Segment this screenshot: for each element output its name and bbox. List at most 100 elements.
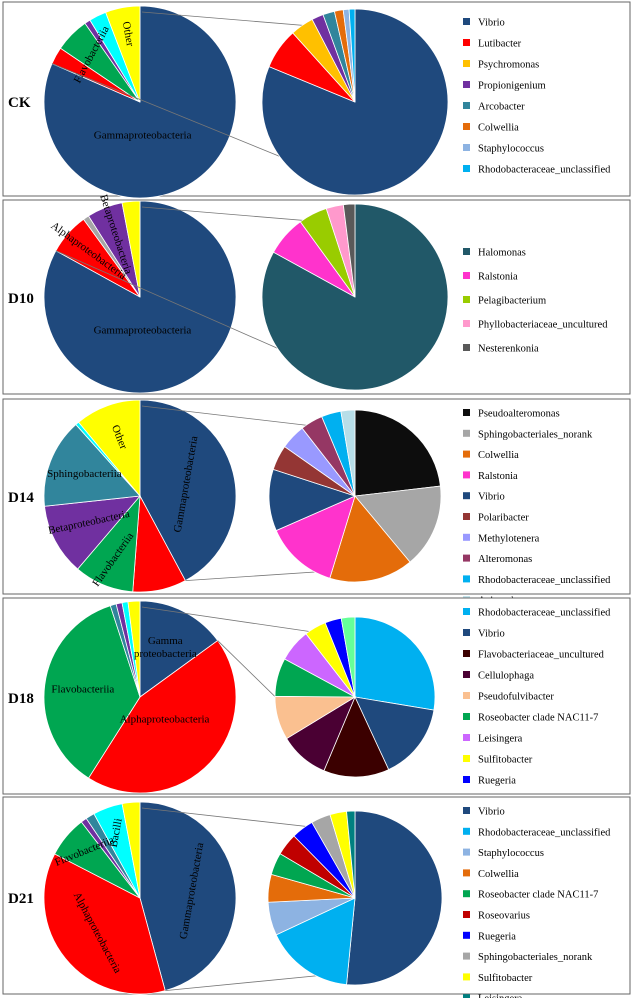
legend: Halomonas Ralstonia Pelagibacterium Phyllob… (463, 248, 608, 355)
outer-label-flavobacteriia: Flavobacteriia (51, 683, 114, 695)
connector-bottom (165, 972, 346, 992)
legend-entry-colwellia: Colwellia (478, 450, 519, 461)
legend-swatch (463, 272, 470, 279)
legend-swatch (463, 776, 470, 783)
legend-entry-psychromonas: Psychromonas (478, 60, 539, 71)
legend-entry-arcobacter: Arcobacter (478, 102, 525, 113)
outer-slice-flavobacteriia (43, 605, 141, 779)
legend-swatch (463, 513, 470, 520)
detail-slice-vibrio (354, 696, 435, 771)
detail-slice-flavobacteriaceae-uncultured (323, 696, 390, 778)
legend-swatch (463, 973, 470, 981)
legend-swatch (463, 60, 470, 67)
panel-d21: D21 GammaproteobacteriaAlphaproteobacteri… (2, 796, 631, 998)
detail-slice-roseovarius (340, 616, 356, 698)
legend-entry-vibrio: Vibrio (478, 18, 505, 29)
legend-entry-rhodobacteraceae-unclassified: Rhodobacteraceae_unclassified (478, 165, 611, 176)
legend-swatch (463, 911, 470, 918)
outer-slice-gammaproteobacteria (43, 5, 237, 199)
detail-slice-rhodobacteraceae-unclassified (275, 897, 356, 986)
legend-swatch (463, 450, 470, 458)
outer-label-sphingobacteriia: Sphingobacteriia (47, 468, 122, 480)
legend-entry-propionigenium: Propionigenium (478, 81, 546, 92)
legend-entry-sphingobacteriales-norank: Sphingobacteriales_norank (478, 952, 593, 963)
legend-swatch (463, 18, 470, 25)
legend-swatch (463, 248, 470, 255)
detail-slice-leisingera (346, 810, 356, 899)
panel-label: CK (8, 95, 31, 111)
legend-swatch (463, 650, 470, 657)
legend-entry-pelagibacterium: Pelagibacterium (478, 296, 546, 307)
legend-swatch (463, 554, 470, 562)
legend: Vibrio Lutibacter Psychromonas Propionigeni… (463, 18, 611, 176)
detail-slice-rhodobacteraceae-unclassified (354, 616, 436, 711)
detail-slice-rhodobacteraceae-unclassified (348, 8, 356, 103)
outer-slice-gamma-proteobacteria (139, 600, 219, 698)
legend-entry-roseobacter-clade-nac11-7: Roseobacter clade NAC11-7 (478, 890, 598, 901)
detail-slice-vibrio (268, 468, 357, 532)
legend-entry-vibrio: Vibrio (478, 629, 505, 640)
label-line: proteobacteria (134, 648, 197, 660)
legend-swatch (463, 39, 470, 46)
legend-swatch (463, 827, 470, 835)
legend-swatch (463, 471, 470, 479)
legend-swatch (463, 533, 470, 541)
legend-swatch (463, 320, 470, 327)
legend-entry-pseudofulvibacter: Pseudofulvibacter (478, 692, 554, 703)
legend-entry-pseudoalteromonas: Pseudoalteromonas (478, 409, 560, 420)
outer-slice-unlabeled-4 (121, 200, 141, 298)
legend-entry-nesterenkonia: Nesterenkonia (478, 344, 539, 355)
legend-entry-roseobacter-clade-nac11-7: Roseobacter clade NAC11-7 (478, 713, 598, 724)
legend-swatch (463, 755, 470, 762)
detail-slice-nesterenkonia (342, 203, 356, 298)
legend-swatch (463, 931, 470, 939)
legend-swatch (463, 608, 470, 615)
outer-label-gamma-proteobacteria: Gamma proteobacteria (134, 634, 197, 659)
legend-swatch (463, 575, 470, 583)
legend-swatch (463, 671, 470, 678)
legend-entry-leisingera: Leisingera (478, 734, 523, 745)
legend-swatch (463, 409, 470, 416)
legend-swatch (463, 848, 470, 856)
outer-label-other: Other (120, 21, 136, 48)
legend-swatch (463, 165, 470, 172)
legend-entry-ralstonia: Ralstonia (478, 272, 518, 283)
legend-entry-ruegeria: Ruegeria (478, 776, 516, 787)
outer-slice-gammaproteobacteria (139, 801, 237, 992)
legend-swatch (463, 81, 470, 88)
legend-entry-ralstonia: Ralstonia (478, 471, 518, 482)
outer-slice-betaproteobacteria (44, 495, 141, 570)
detail-slice-sphingobacteriales-norank (354, 485, 442, 563)
legend-entry-rhodobacteraceae-unclassified: Rhodobacteraceae_unclassified (478, 575, 611, 586)
legend-entry-alteromonas: Alteromonas (478, 554, 532, 565)
legend: Vibrio Rhodobacteraceae_unclassified Staph… (463, 807, 611, 998)
legend-entry-leisingera: Leisingera (478, 994, 523, 998)
panel-label: D18 (8, 691, 34, 707)
outer-slice-other (78, 399, 141, 498)
legend-swatch (463, 692, 470, 699)
legend-swatch (463, 492, 470, 500)
detail-slice-pseudoalteromonas (354, 409, 441, 497)
legend-entry-staphylococcus: Staphylococcus (478, 848, 544, 859)
legend-swatch (463, 144, 470, 151)
legend-entry-rhodobacteraceae-unclassified: Rhodobacteraceae_unclassified (478, 827, 611, 838)
legend-swatch (463, 713, 470, 720)
outer-label-gammaproteobacteria: Gammaproteobacteria (94, 130, 192, 142)
legend-entry-sulfitobacter: Sulfitobacter (478, 973, 533, 984)
outer-label-alphaproteobacteria: Alphaproteobacteria (120, 714, 210, 726)
legend-swatch (463, 869, 470, 877)
legend-entry-cellulophaga: Cellulophaga (478, 671, 534, 682)
legend-entry-staphylococcus: Staphylococcus (478, 144, 544, 155)
legend-entry-rhodobacteraceae-unclassified: Rhodobacteraceae_unclassified (478, 608, 611, 619)
legend-entry-lutibacter: Lutibacter (478, 39, 522, 50)
panel-label: D10 (8, 291, 34, 307)
legend-entry-vibrio: Vibrio (478, 807, 505, 818)
outer-slice-gammaproteobacteria (43, 200, 237, 394)
outer-slice-other (105, 5, 141, 103)
legend-swatch (463, 952, 470, 960)
legend-entry-colwellia: Colwellia (478, 123, 519, 134)
legend-entry-methylotenera: Methylotenera (478, 533, 540, 544)
legend-entry-vibrio: Vibrio (478, 492, 505, 503)
legend-swatch (463, 890, 470, 898)
legend-swatch (463, 102, 470, 109)
